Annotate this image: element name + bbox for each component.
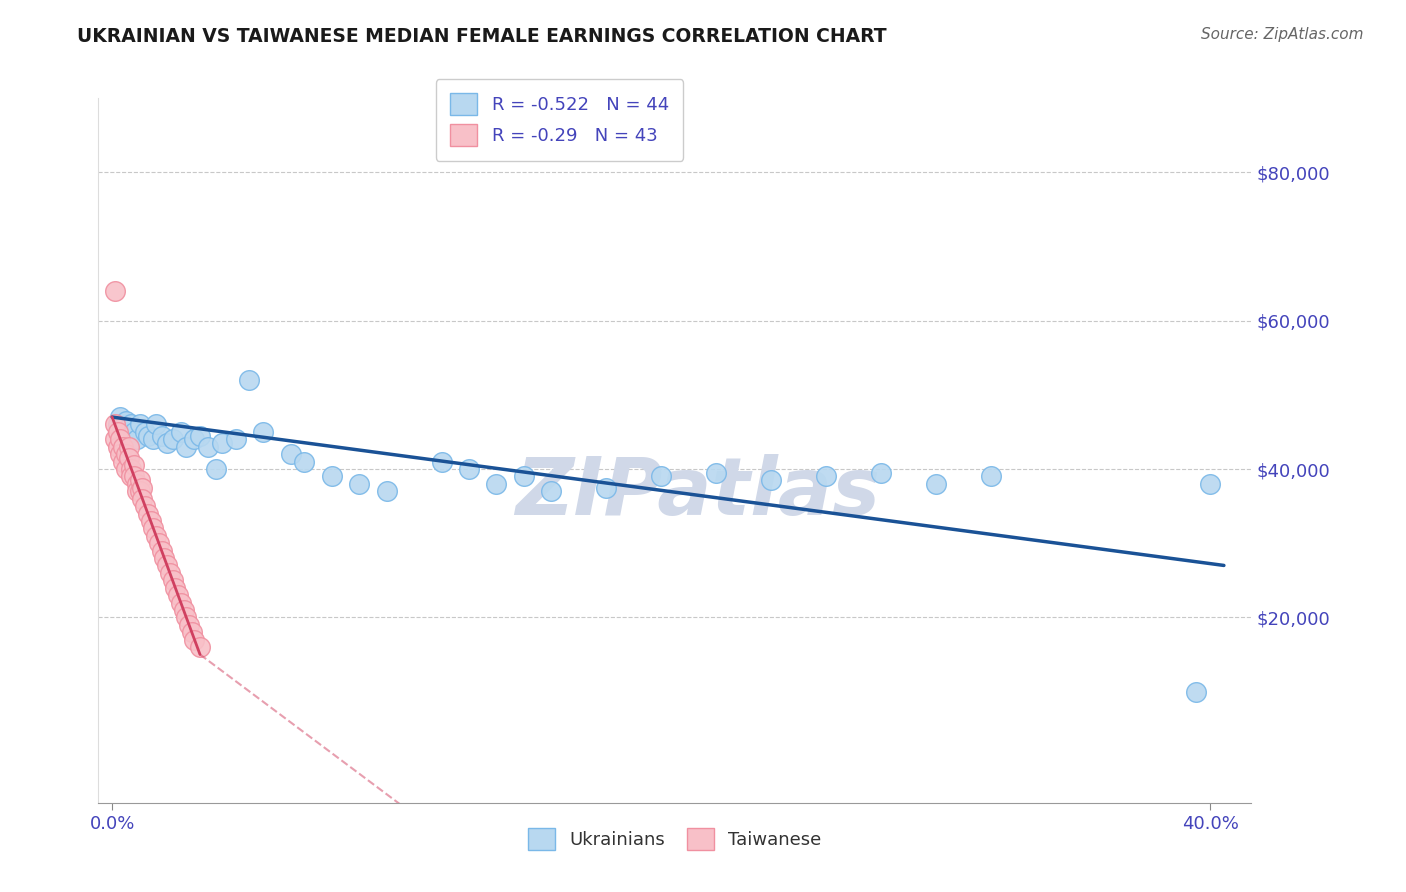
Point (252, 425, 274, 439)
Point (120, 462, 142, 476)
Point (131, 481, 153, 495)
Point (104, 284, 127, 298)
Point (110, 433, 132, 447)
Point (174, 440, 197, 454)
Point (321, 469, 343, 483)
Point (120, 469, 142, 483)
Point (145, 529, 167, 543)
Point (170, 595, 193, 609)
Text: Source: ZipAtlas.com: Source: ZipAtlas.com (1201, 27, 1364, 42)
Text: ZIPatlas: ZIPatlas (516, 454, 880, 532)
Point (128, 417, 150, 432)
Point (430, 454, 453, 468)
Point (112, 454, 135, 468)
Point (347, 476, 370, 491)
Point (980, 469, 1002, 483)
Point (458, 462, 481, 476)
Point (156, 436, 179, 450)
Point (107, 417, 129, 432)
Point (125, 484, 148, 499)
Point (1185, 684, 1208, 698)
Point (150, 543, 173, 558)
Point (238, 373, 260, 387)
Point (107, 440, 129, 454)
Point (704, 466, 727, 480)
Point (924, 476, 946, 491)
Point (759, 473, 782, 487)
Point (211, 436, 233, 450)
Point (650, 469, 672, 483)
Point (188, 428, 211, 442)
Point (188, 640, 211, 654)
Point (136, 428, 159, 442)
Point (197, 440, 219, 454)
Point (125, 476, 148, 491)
Point (117, 440, 139, 454)
Point (134, 499, 156, 513)
Legend: Ukrainians, Taiwanese: Ukrainians, Taiwanese (520, 821, 830, 857)
Point (162, 574, 184, 588)
Point (128, 484, 150, 499)
Point (205, 462, 228, 476)
Point (170, 425, 193, 439)
Point (159, 566, 181, 580)
Point (115, 462, 138, 476)
Text: UKRAINIAN VS TAIWANESE MEDIAN FEMALE EARNINGS CORRELATION CHART: UKRAINIAN VS TAIWANESE MEDIAN FEMALE EAR… (77, 27, 887, 45)
Point (125, 433, 148, 447)
Point (177, 617, 200, 632)
Point (136, 507, 159, 521)
Point (540, 484, 562, 499)
Point (153, 551, 176, 566)
Point (814, 469, 837, 483)
Point (104, 433, 127, 447)
Point (145, 417, 167, 432)
Point (122, 425, 145, 439)
Point (148, 536, 170, 550)
Point (142, 433, 165, 447)
Point (107, 425, 129, 439)
Point (142, 521, 165, 535)
Point (122, 458, 145, 473)
Point (1199, 476, 1222, 491)
Point (112, 440, 135, 454)
Point (513, 469, 536, 483)
Point (131, 491, 153, 506)
Point (139, 514, 162, 528)
Point (156, 558, 179, 573)
Point (280, 447, 302, 461)
Point (115, 414, 138, 428)
Point (115, 447, 138, 461)
Point (173, 603, 195, 617)
Point (225, 433, 247, 447)
Point (485, 476, 508, 491)
Point (180, 625, 202, 640)
Point (104, 417, 127, 432)
Point (174, 610, 197, 624)
Point (375, 484, 398, 499)
Point (120, 417, 142, 432)
Point (165, 581, 187, 595)
Point (183, 632, 205, 647)
Point (150, 428, 173, 442)
Point (292, 454, 315, 468)
Point (869, 466, 891, 480)
Point (162, 433, 184, 447)
Point (183, 433, 205, 447)
Point (110, 410, 132, 425)
Point (110, 447, 132, 461)
Point (167, 588, 190, 602)
Point (595, 481, 617, 495)
Point (128, 473, 150, 487)
Point (117, 450, 139, 465)
Point (122, 469, 145, 483)
Point (134, 425, 156, 439)
